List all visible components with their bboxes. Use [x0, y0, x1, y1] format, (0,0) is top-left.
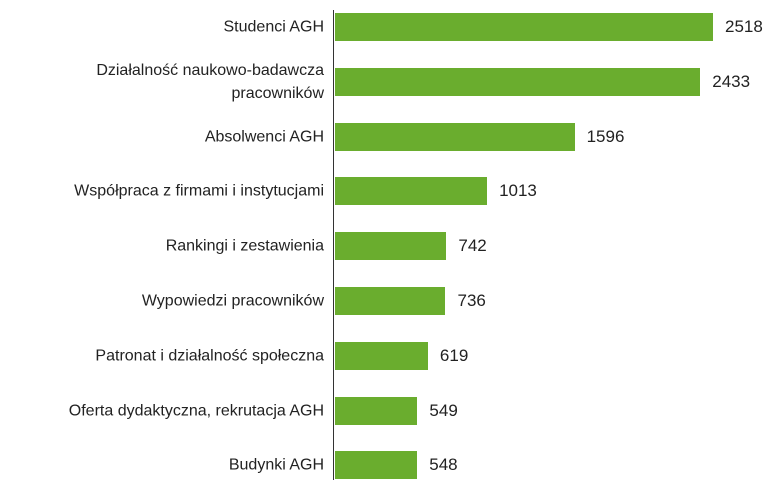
value-label: 736: [457, 291, 486, 310]
category-label: Współpraca z firmami i instytucjami: [74, 182, 324, 200]
value-label: 742: [458, 236, 487, 256]
value-label: 549: [429, 400, 458, 420]
value-label: 1596: [586, 126, 625, 146]
category-label: Studenci AGH: [223, 18, 325, 36]
bar: [335, 177, 488, 206]
value-label: 2518: [725, 17, 763, 36]
value-label: 2433: [712, 71, 751, 91]
axis-line: [333, 10, 334, 480]
category-label: Działalność naukowo-badawcza pracowników: [96, 61, 324, 102]
value-label: 548: [429, 455, 458, 475]
category-label: Oferta dydaktyczna, rekrutacja AGH: [68, 402, 324, 420]
bar: [335, 451, 418, 480]
bar: [335, 341, 428, 370]
bar: [335, 122, 575, 151]
category-label: Patronat i działalność społeczna: [95, 347, 324, 365]
bar: [335, 396, 418, 425]
category-label: Absolwenci AGH: [204, 128, 324, 146]
category-label: Rankingi i zestawienia: [165, 237, 324, 255]
bar: [335, 67, 701, 96]
value-label: 619: [439, 345, 469, 365]
bar: [335, 13, 713, 41]
value-label: 1013: [499, 181, 537, 201]
category-label: Wypowiedzi pracowników: [141, 292, 324, 310]
bar: [335, 232, 447, 261]
bar: [335, 287, 446, 315]
category-label: Budynki AGH: [228, 456, 324, 474]
